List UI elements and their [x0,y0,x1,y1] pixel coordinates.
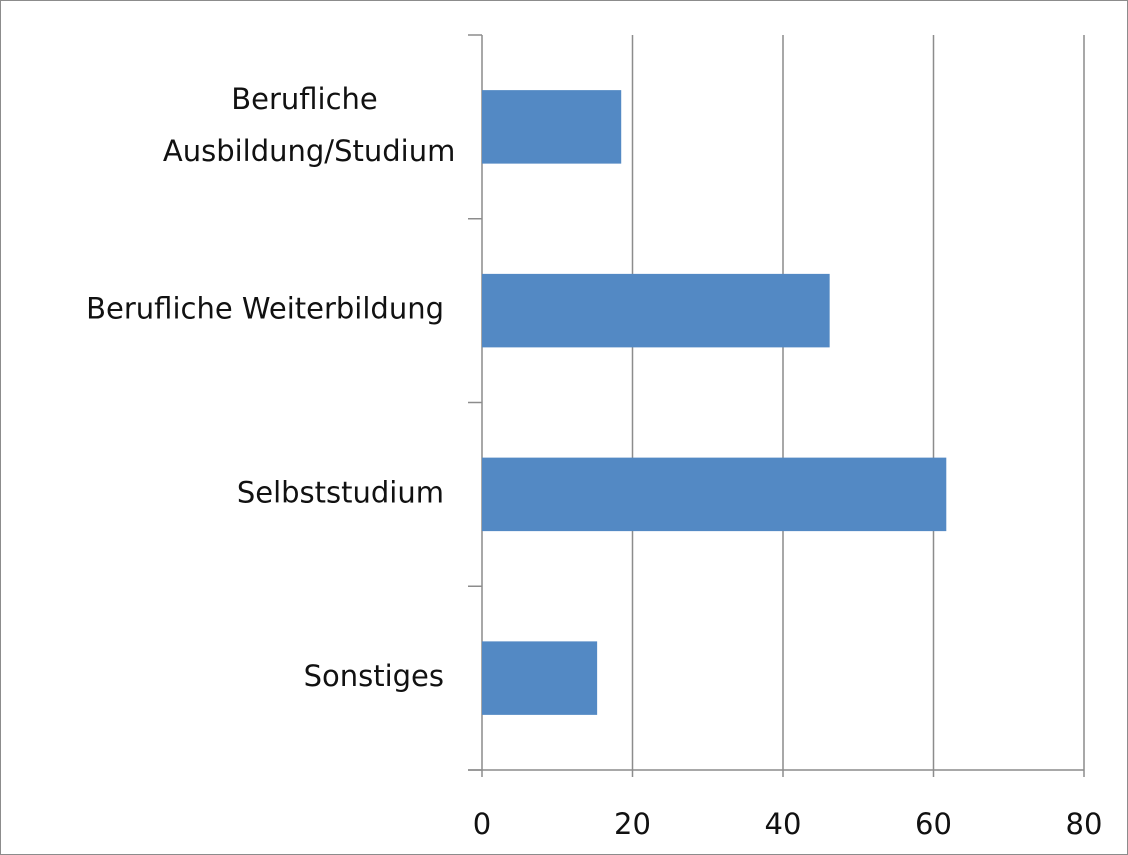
y-tick-label: Berufliche Ausbildung/Studium [154,82,456,168]
x-tick-label: 40 [765,807,802,841]
y-tick-label: Selbststudium [237,475,444,509]
x-tick-label: 80 [1066,807,1103,841]
bar [482,273,830,348]
y-tick-label: Sonstiges [304,659,444,693]
bar [482,457,947,532]
y-tick-label: Berufliche Weiterbildung [86,292,444,326]
bar [482,90,622,164]
bar [482,641,598,715]
x-tick-label: 20 [614,807,651,841]
x-tick-label: 60 [915,807,952,841]
x-tick-label: 0 [473,807,491,841]
